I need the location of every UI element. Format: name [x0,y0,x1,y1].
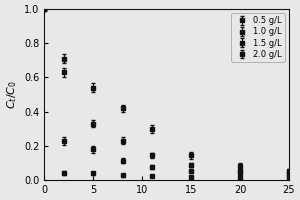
Legend: 0.5 g/L, 1.0 g/L, 1.5 g/L, 2.0 g/L: 0.5 g/L, 1.0 g/L, 1.5 g/L, 2.0 g/L [231,13,285,62]
Y-axis label: $C_t$/$C_0$: $C_t$/$C_0$ [5,80,19,109]
